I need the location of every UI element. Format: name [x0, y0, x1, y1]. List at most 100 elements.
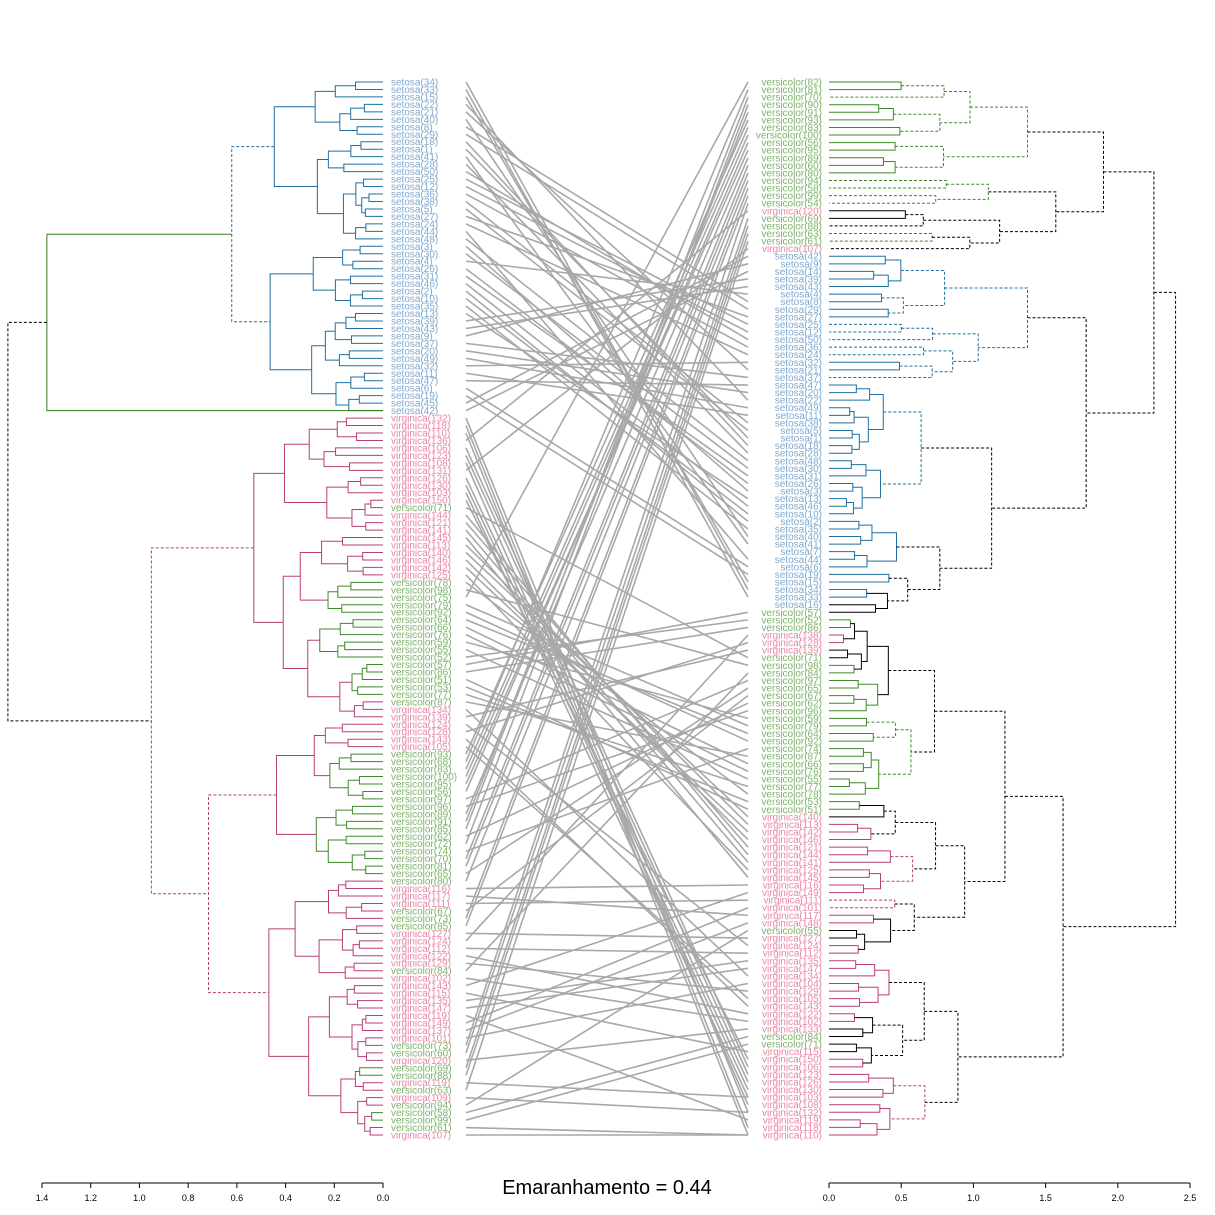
- right-leaf-label: versicolor(55): [761, 926, 822, 937]
- dendrogram-branch: [328, 996, 353, 1038]
- connector-line: [465, 163, 749, 454]
- left-leaf-label: virginica(141): [391, 526, 451, 537]
- right-leaf-label: versicolor(70): [761, 93, 822, 104]
- dendrogram-branch: [345, 880, 383, 890]
- right-axis-tick-label: 2.0: [1112, 1193, 1125, 1203]
- dendrogram-branch: [829, 1028, 864, 1038]
- dendrogram-branch: [829, 869, 870, 878]
- dendrogram-branch: [347, 555, 364, 572]
- connector-line: [465, 134, 749, 777]
- left-leaf-label: setosa(26): [391, 264, 438, 275]
- right-leaf-label: virginica(126): [762, 1077, 822, 1088]
- dendrogram-branch: [829, 589, 868, 598]
- dendrogram-branch: [829, 604, 877, 613]
- connector-line: [465, 361, 749, 367]
- dendrogram-branch: [364, 208, 383, 217]
- dendrogram-branch: [356, 432, 383, 441]
- right-leaf-label: virginica(104): [762, 979, 822, 990]
- dendrogram-branch: [829, 361, 900, 371]
- right-leaf-label: setosa(10): [775, 509, 822, 520]
- dendrogram-branch: [349, 275, 383, 285]
- dendrogram-branch: [829, 929, 857, 939]
- connector-line: [465, 589, 749, 667]
- dendrogram-branch: [829, 126, 901, 136]
- right-leaf-label: virginica(146): [762, 835, 822, 846]
- dendrogram-branch: [338, 354, 383, 367]
- right-leaf-label: setosa(4): [780, 290, 822, 301]
- dendrogram-branch: [829, 717, 867, 727]
- dendrogram-branch: [355, 81, 383, 90]
- left-leaf-label: virginica(143): [391, 735, 451, 746]
- dendrogram-branch: [363, 372, 383, 382]
- connector-line: [465, 1126, 749, 1136]
- dendrogram-branch: [363, 178, 383, 188]
- dendrogram-branch: [351, 1024, 363, 1050]
- left-axis-tick-label: 0.8: [182, 1193, 195, 1203]
- right-leaf-label: versicolor(89): [761, 153, 822, 164]
- connector-line: [465, 1081, 749, 1098]
- dendrogram-branch: [350, 144, 383, 158]
- dendrogram-branch: [335, 809, 353, 826]
- dendrogram-branch: [829, 649, 849, 659]
- right-leaf-label: setosa(7): [780, 547, 822, 558]
- left-leaf-label: virginica(122): [391, 951, 451, 962]
- connector-line: [465, 710, 749, 808]
- left-leaf-label: versicolor(68): [391, 757, 452, 768]
- connector-line: [465, 372, 749, 417]
- connector-line: [465, 954, 749, 1015]
- left-leaf-label: versicolor(88): [391, 1071, 452, 1082]
- dendrogram-branch: [269, 273, 314, 371]
- dendrogram-branch: [328, 889, 347, 914]
- left-leaf-label: virginica(145): [391, 533, 451, 544]
- connector-line: [465, 312, 749, 500]
- left-leaf-label: virginica(118): [391, 421, 450, 432]
- left-leaf-label: versicolor(85): [391, 824, 452, 835]
- dendrogram-branch: [829, 327, 934, 341]
- connector-line: [465, 574, 749, 871]
- dendrogram-branch: [890, 903, 915, 931]
- dendrogram-branch: [339, 113, 358, 132]
- right-leaf-label: versicolor(52): [761, 615, 822, 626]
- left-leaf-label: versicolor(98): [391, 585, 452, 596]
- left-leaf-label: versicolor(67): [391, 906, 452, 917]
- right-leaf-label: virginica(142): [762, 827, 822, 838]
- right-leaf-label: virginica(147): [762, 964, 822, 975]
- dendrogram-branch: [364, 503, 383, 516]
- dendrogram-branch: [829, 81, 902, 91]
- right-leaf-label: versicolor(95): [761, 146, 822, 157]
- left-leaf-label: setosa(31): [391, 272, 438, 283]
- dendrogram-branch: [345, 835, 383, 845]
- connector-line: [465, 1035, 749, 1114]
- connector-line: [465, 929, 749, 1106]
- left-leaf-label: virginica(102): [391, 974, 451, 985]
- dendrogram-branch: [829, 964, 876, 977]
- right-leaf-label: setosa(2): [780, 517, 822, 528]
- left-leaf-label: versicolor(84): [391, 966, 452, 977]
- right-leaf-label: versicolor(71): [761, 1040, 822, 1051]
- dendrogram-branch: [829, 695, 855, 704]
- connector-line: [465, 551, 749, 818]
- left-leaf-label: virginica(107): [391, 1131, 451, 1142]
- left-leaf-label: setosa(35): [391, 302, 438, 313]
- left-leaf-label: setosa(8): [391, 122, 433, 133]
- left-leaf-label: setosa(49): [391, 354, 438, 365]
- right-leaf-label: virginica(138): [762, 631, 822, 642]
- right-leaf-label: setosa(43): [775, 282, 822, 293]
- dendrogram-branch: [829, 748, 864, 757]
- dendrogram-branch: [365, 1015, 383, 1024]
- right-leaf-label: setosa(36): [775, 343, 822, 354]
- dendrogram-branch: [340, 1078, 358, 1114]
- dendrogram-branch: [346, 820, 383, 830]
- dendrogram-branch: [923, 350, 954, 373]
- right-leaf-label: virginica(139): [762, 646, 822, 657]
- right-leaf-label: setosa(6): [780, 562, 822, 573]
- left-leaf-label: setosa(1): [391, 145, 433, 156]
- dendrogram-branch: [829, 270, 875, 280]
- right-leaf-label: versicolor(57): [761, 608, 822, 619]
- left-leaf-label: virginica(112): [391, 944, 450, 955]
- dendrogram-branch: [316, 158, 344, 215]
- dendrogram-branch: [334, 279, 351, 301]
- right-leaf-label: setosa(25): [775, 320, 822, 331]
- left-leaf-label: setosa(15): [391, 92, 438, 103]
- dendrogram-branch: [318, 939, 346, 974]
